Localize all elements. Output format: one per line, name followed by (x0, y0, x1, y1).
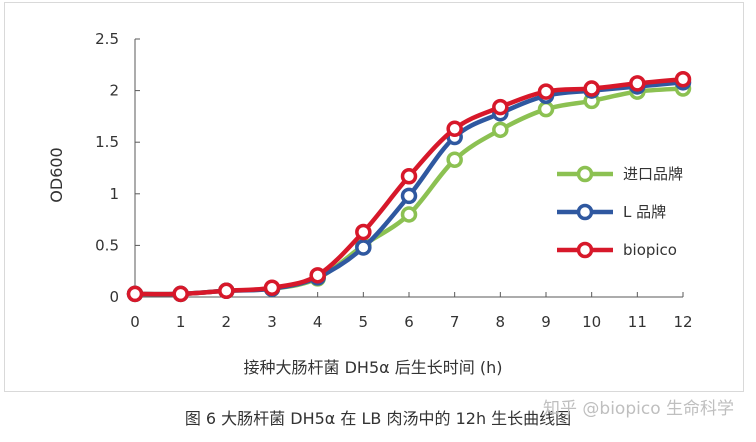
legend-label: 进口品牌 (623, 165, 683, 183)
data-point (355, 223, 372, 241)
legend-item-0: 进口品牌 (557, 165, 683, 183)
series-1 (126, 74, 692, 303)
data-point (583, 80, 600, 97)
x-tick-label: 9 (541, 313, 551, 331)
legend-label: L 品牌 (623, 203, 666, 221)
data-point (537, 100, 555, 118)
watermark: 知乎 @biopico 生命科学 (543, 399, 734, 419)
chart-frame: 0 0.5 1 1.5 2 2.5 0 1 2 3 4 5 6 7 8 9 10 11 12 进口品牌 L 品牌 bio… (4, 2, 744, 392)
data-point (126, 285, 144, 303)
x-tick-label: 12 (673, 313, 692, 331)
x-tick-label: 6 (404, 313, 414, 331)
data-point (537, 83, 555, 100)
y-tick-label: 1.5 (95, 133, 119, 151)
legend-item-1: L 品牌 (557, 203, 666, 221)
x-tick-label: 1 (176, 313, 186, 331)
y-tick-label: 0.5 (95, 236, 119, 254)
legend-label: biopico (623, 241, 677, 259)
figure-caption: 图 6 大肠杆菌 DH5α 在 LB 肉汤中的 12h 生长曲线图 (184, 409, 572, 428)
x-tick-label: 8 (496, 313, 506, 331)
data-point (400, 187, 418, 205)
data-point (629, 75, 646, 92)
series-line (134, 76, 684, 297)
y-axis-title: OD600 (47, 147, 66, 202)
x-tick-label: 0 (130, 313, 140, 331)
x-tick-label: 7 (450, 313, 460, 331)
y-tick-label: 1 (109, 185, 119, 203)
legend-item-2: biopico (557, 241, 677, 259)
x-axis-title: 接种大肠杆菌 DH5α 后生长时间 (h) (244, 358, 503, 377)
data-point (263, 279, 281, 296)
y-tick-label: 2 (109, 82, 119, 100)
data-point (355, 239, 372, 256)
data-point (309, 267, 326, 284)
data-point (492, 98, 509, 116)
data-point (446, 151, 463, 168)
data-point (400, 206, 418, 223)
axes: 00.511.522.50 1 2 3 4 5 6 7 8 9 10 11 12 (95, 30, 692, 331)
data-point (172, 285, 189, 303)
data-point (446, 120, 463, 138)
legend-marker (576, 241, 594, 259)
legend: 进口品牌 L 品牌 biopico (557, 165, 683, 259)
y-tick-label: 0 (109, 288, 119, 306)
data-point (400, 168, 418, 185)
x-tick-label: 10 (582, 313, 601, 331)
data-point (492, 121, 509, 139)
series-2 (126, 70, 692, 303)
y-tick-label: 2.5 (95, 30, 119, 48)
data-point (218, 282, 235, 300)
series-layer (126, 70, 692, 303)
x-tick-label: 4 (313, 313, 323, 331)
x-tick-label: 2 (222, 313, 232, 331)
x-tick-label: 11 (628, 313, 647, 331)
x-tick-label: 3 (267, 313, 277, 331)
legend-marker (576, 165, 594, 183)
data-point (674, 70, 692, 88)
legend-marker (576, 203, 594, 221)
x-tick-label: 5 (359, 313, 369, 331)
